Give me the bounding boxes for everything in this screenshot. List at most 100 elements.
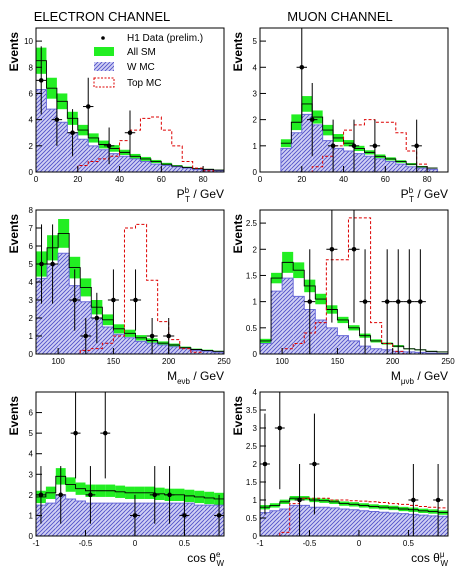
panel-mu-pt-allsm-line (280, 103, 438, 169)
panel-mu-cos-ytick-label-6: 3 (253, 424, 258, 433)
panel-mu-pt-w-bar-9 (374, 158, 386, 172)
panel-e-cos-w-bar-16 (194, 505, 205, 536)
panel-mu-m-xtick-label-0: 100 (275, 357, 289, 366)
panel-mu-pt-w-bar-10 (385, 161, 396, 172)
panel-e-m-ytick-label-2: 2 (29, 314, 34, 323)
panel-mu-cos-w-bar-14 (398, 513, 409, 536)
panel-e-cos-ytick-label-4: 4 (29, 450, 34, 459)
panel-e-pt-ytick-label-4: 8 (29, 63, 34, 72)
panel-mu-cos-ytick-label-0: 0 (253, 532, 258, 541)
panel-e-m-xtick-label-2: 200 (162, 357, 176, 366)
panel-e-m-ytick-label-4: 4 (29, 278, 34, 287)
panel-mu-cos-ytick-label-8: 4 (253, 388, 258, 397)
panel-mu-pt-ytick-label-2: 2 (253, 116, 258, 125)
panel-mu-cos-xtick-label-0: -1 (256, 539, 264, 548)
panel-e-cos-w-bar-8 (115, 503, 126, 536)
panel-mu-cos-w-bar-4 (299, 505, 310, 536)
panel-e-m-data-point-8 (166, 333, 172, 339)
panel-e-pt-data-point-4 (106, 143, 112, 149)
panel-mu-m-xlabel: Mμνb / GeV (391, 369, 448, 386)
panel-mu-cos-w-bar-12 (378, 512, 389, 536)
panel-mu-cos-ytick-label-1: 0.5 (246, 514, 258, 523)
panel-e-cos-plot (36, 392, 224, 536)
panel-e-pt-w-bar-2 (56, 122, 68, 172)
panel-mu-pt-data-point-2 (330, 143, 336, 149)
panel-mu-pt-top-line (280, 119, 438, 172)
panel-e-cos-xtick-label-3: 0.5 (179, 539, 191, 548)
panel-e-pt-w-bar-13 (171, 166, 183, 172)
panel-e-m-ytick-label-1: 1 (29, 332, 34, 341)
panel-e-pt-w-bar-1 (46, 109, 57, 172)
panel-e-pt-w-bar-9 (130, 158, 141, 172)
panel-e-m-ytick-label-6: 6 (29, 242, 34, 251)
panel-e-pt-w-bar-15 (192, 169, 204, 172)
panel-e-cos-ytick-label-6: 6 (29, 409, 34, 418)
panel-mu-pt-w-bar-7 (354, 153, 365, 172)
panel-e-cos-w-bar-9 (125, 503, 135, 536)
panel-e-cos-xtick-label-1: -0.5 (79, 539, 93, 548)
panel-mu-cos-top-line (260, 497, 448, 536)
panel-mu-m-w-bar-15 (425, 352, 437, 354)
panel-mu-m-ytick-label-1: 0.5 (246, 324, 258, 333)
panel-mu-cos-w-bar-1 (269, 510, 280, 536)
panel-e-m-w-bar-12 (168, 346, 180, 354)
panel-mu-pt-w-bar-14 (427, 169, 438, 172)
panel-mu-pt-w-outline (280, 113, 439, 172)
panel-mu-pt-data-point-3 (351, 143, 357, 149)
panel-e-pt-data-point-0 (38, 78, 44, 83)
panel-mu-cos-xtick-label-1: -0.5 (303, 539, 317, 548)
panel-mu-pt-ytick-label-3: 3 (253, 89, 258, 98)
panel-mu-pt-data-point-5 (414, 143, 419, 149)
panel-mu-m-allsm-line (260, 261, 448, 353)
panel-mu-pt-w-bar-12 (406, 166, 417, 172)
panel-e-m-w-bar-2 (58, 253, 70, 354)
panel-e-pt-top-line (36, 116, 224, 172)
panel-e-cos-w-bar-17 (204, 505, 215, 536)
panel-e-m-data-point-2 (72, 297, 78, 303)
panel-e-m-w-bar-15 (201, 351, 213, 354)
panel-mu-pt-w-bar-2 (301, 114, 313, 172)
panel-mu-pt-frame (259, 27, 449, 173)
panel-e-m-data-point-5 (111, 297, 116, 303)
panel-e-pt-w-bar-8 (119, 156, 130, 172)
panel-e-cos-w-bar-6 (95, 503, 106, 536)
panel-e-pt: 0 2 4 6 8 10 0 20 40 60 80 Events Pb T / GeV (7, 27, 225, 204)
panel-e-cos-data-point-8 (182, 513, 187, 518)
panel-e-cos-ytick-label-5: 5 (29, 429, 34, 438)
panel-e-cos-w-bar-10 (134, 503, 145, 536)
panel-e-cos-ylabel: Events (7, 396, 21, 436)
panel-mu-m-data-point-6 (406, 299, 412, 304)
panel-mu-cos-ytick-label-2: 1 (253, 496, 258, 505)
panel-mu-cos-data-point-2 (297, 497, 302, 503)
panel-mu-m-w-bar-1 (271, 291, 283, 354)
legend-wmc-swatch (94, 62, 114, 71)
panel-e-cos-w-bar-12 (154, 503, 165, 536)
panel-e-pt-w-bar-0 (36, 89, 47, 172)
panel-mu-cos-data-point-4 (411, 497, 416, 503)
panel-mu-cos-ylabel: Events (231, 396, 245, 436)
panel-e-cos-frame (35, 391, 225, 537)
panel-e-pt-w-bar-14 (182, 168, 193, 172)
legend-data-label: H1 Data (prelim.) (127, 33, 203, 44)
panel-e-cos-w-bar-14 (174, 503, 185, 536)
panel-mu-m-w-bar-5 (315, 319, 327, 354)
panel-e-cos-w-bar-4 (75, 501, 86, 536)
panel-e-pt-plot (36, 46, 224, 172)
panel-mu-m-top-line (260, 217, 448, 354)
panel-mu-pt-w-bar-8 (364, 156, 375, 172)
panel-e-pt-frame (35, 27, 225, 173)
legend-allsm-label: All SM (127, 47, 156, 58)
panel-e-pt-w-bar-11 (150, 164, 162, 172)
panel-e-cos-ytick-label-1: 1 (29, 511, 34, 520)
panel-mu-cos-w-bar-2 (279, 509, 290, 536)
panel-e-cos-data-point-5 (132, 513, 138, 518)
panel-e-cos-w-bar-7 (105, 503, 116, 536)
panel-mu-pt-w-bar-6 (343, 151, 354, 172)
panel-mu-pt-plot (280, 28, 439, 172)
panel-e-m-plot (36, 219, 224, 354)
panel-mu-pt-w-bar-5 (333, 148, 344, 172)
panel-e-m-ytick-label-0: 0 (29, 350, 34, 359)
panel-e-m: 0 1 2 3 4 5 6 7 8 100 150 200 250 Events Meνb / GeV (7, 206, 231, 386)
